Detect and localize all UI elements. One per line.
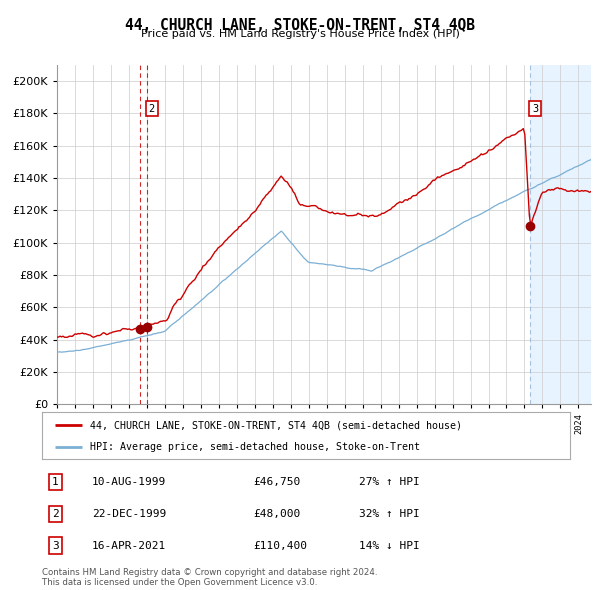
Text: 2: 2 bbox=[52, 509, 59, 519]
Text: £46,750: £46,750 bbox=[253, 477, 301, 487]
Text: Contains HM Land Registry data © Crown copyright and database right 2024.
This d: Contains HM Land Registry data © Crown c… bbox=[42, 568, 377, 587]
Text: 10-AUG-1999: 10-AUG-1999 bbox=[92, 477, 166, 487]
Text: 3: 3 bbox=[52, 540, 59, 550]
Text: 2: 2 bbox=[149, 103, 155, 113]
Text: £48,000: £48,000 bbox=[253, 509, 301, 519]
Text: HPI: Average price, semi-detached house, Stoke-on-Trent: HPI: Average price, semi-detached house,… bbox=[89, 442, 419, 452]
Text: 16-APR-2021: 16-APR-2021 bbox=[92, 540, 166, 550]
Text: £110,400: £110,400 bbox=[253, 540, 307, 550]
Text: 44, CHURCH LANE, STOKE-ON-TRENT, ST4 4QB (semi-detached house): 44, CHURCH LANE, STOKE-ON-TRENT, ST4 4QB… bbox=[89, 420, 461, 430]
Text: 32% ↑ HPI: 32% ↑ HPI bbox=[359, 509, 419, 519]
Text: 14% ↓ HPI: 14% ↓ HPI bbox=[359, 540, 419, 550]
Text: 44, CHURCH LANE, STOKE-ON-TRENT, ST4 4QB: 44, CHURCH LANE, STOKE-ON-TRENT, ST4 4QB bbox=[125, 18, 475, 32]
Text: 3: 3 bbox=[532, 103, 538, 113]
Text: 1: 1 bbox=[52, 477, 59, 487]
Bar bbox=[530, 65, 591, 404]
Text: Price paid vs. HM Land Registry's House Price Index (HPI): Price paid vs. HM Land Registry's House … bbox=[140, 29, 460, 39]
Text: 22-DEC-1999: 22-DEC-1999 bbox=[92, 509, 166, 519]
Text: 27% ↑ HPI: 27% ↑ HPI bbox=[359, 477, 419, 487]
